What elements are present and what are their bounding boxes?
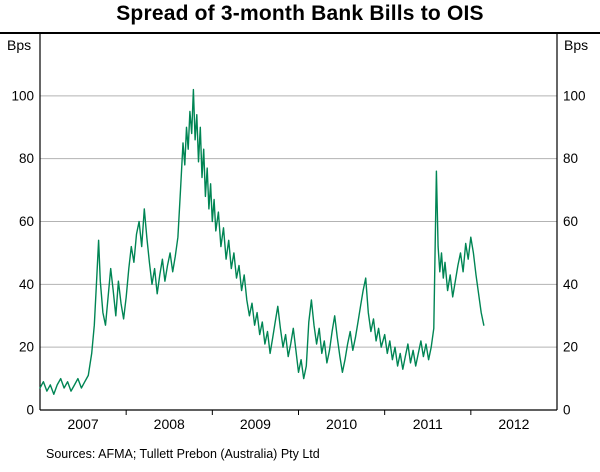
x-axis-ticks xyxy=(125,410,472,415)
y-tick-label-left: 100 xyxy=(11,88,34,103)
y-tick-label-left: 40 xyxy=(19,277,34,292)
y-axis-unit-left: Bps xyxy=(7,37,32,53)
y-tick-label-right: 100 xyxy=(563,88,586,103)
y-tick-label-right: 20 xyxy=(563,340,578,355)
x-tick-label: 2010 xyxy=(326,416,357,432)
x-axis-labels: 2007 2008 2009 2010 2011 2012 xyxy=(68,416,530,432)
x-tick-label: 2007 xyxy=(68,416,99,432)
y-tick-label-left: 60 xyxy=(19,214,34,229)
series-line xyxy=(39,88,485,395)
y-tick-label-left: 80 xyxy=(19,151,34,166)
x-tick-label: 2011 xyxy=(413,416,443,432)
y-tick-label-right: 80 xyxy=(563,151,578,166)
x-tick-label: 2012 xyxy=(498,416,529,432)
y-tick-label-right: 0 xyxy=(563,403,571,418)
chart-title: Spread of 3-month Bank Bills to OIS xyxy=(116,2,484,25)
gridlines-group xyxy=(40,95,557,348)
y-tick-label-left: 20 xyxy=(19,340,34,355)
axis-frame xyxy=(0,32,600,411)
y-tick-label-right: 40 xyxy=(563,277,578,292)
y-tick-label-right: 60 xyxy=(563,214,578,229)
x-tick-label: 2008 xyxy=(154,416,185,432)
x-tick-label: 2009 xyxy=(240,416,271,432)
source-note: Sources: AFMA; Tullett Prebon (Australia… xyxy=(46,447,320,461)
y-tick-label-left: 0 xyxy=(26,403,34,418)
y-axis-labels: 0 0 20 20 40 40 60 60 80 80 100 100 xyxy=(11,88,585,417)
y-axis-unit-right: Bps xyxy=(564,37,589,53)
